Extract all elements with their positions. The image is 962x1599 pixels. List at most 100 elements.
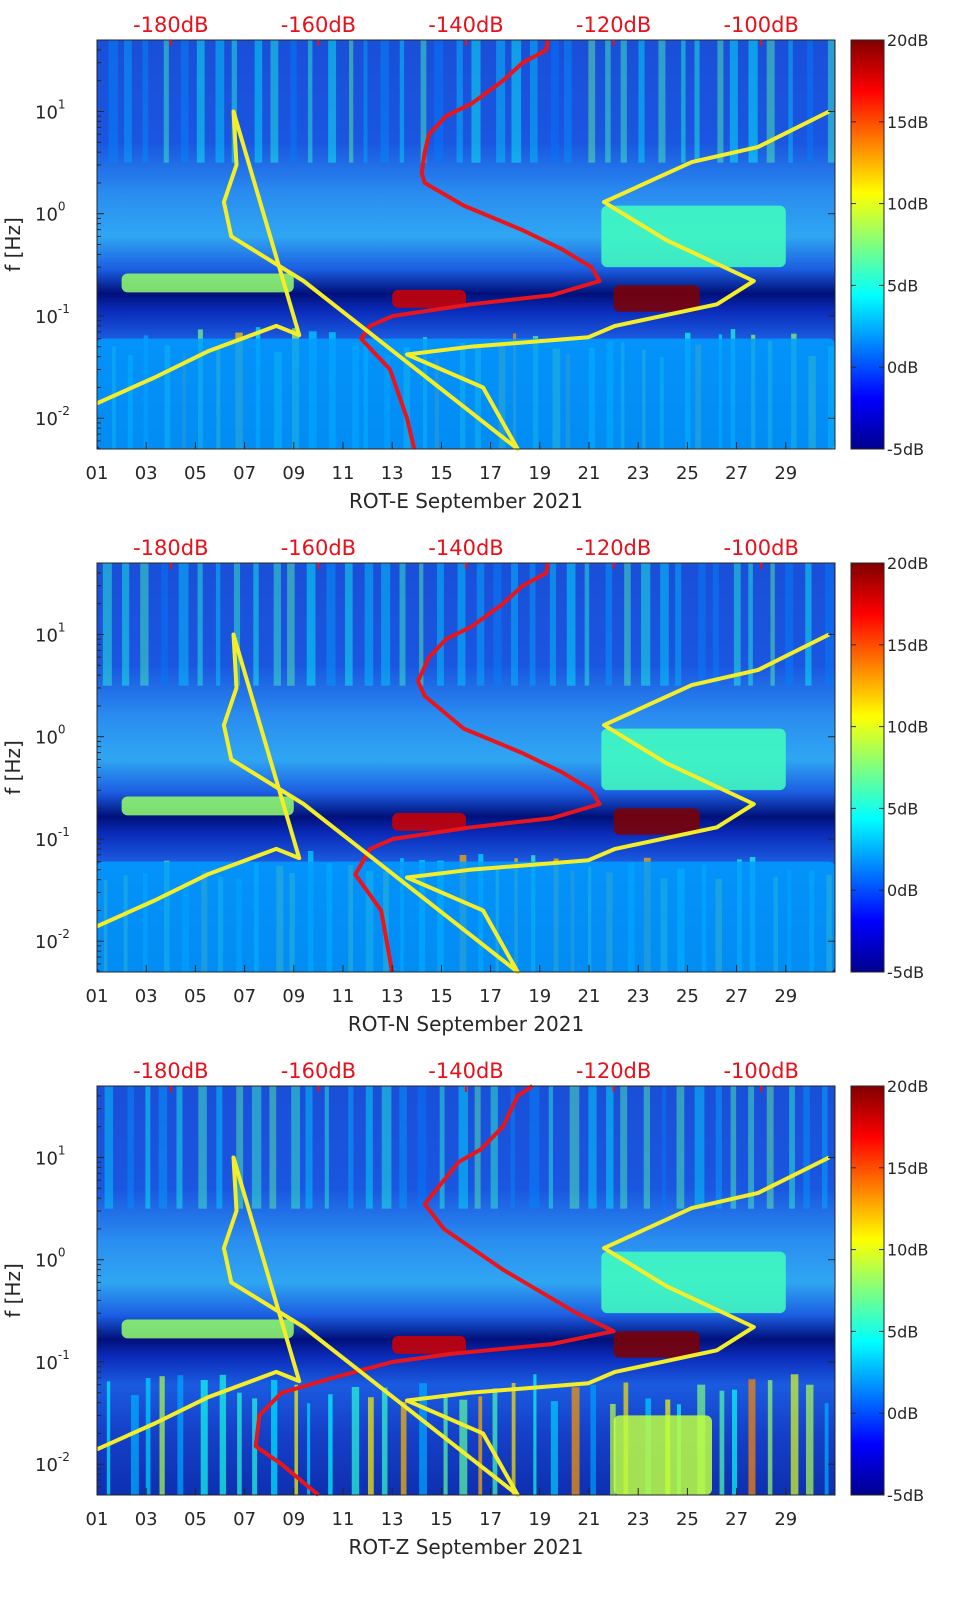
heatmap-band: [392, 289, 466, 308]
x-tick-label: 25: [676, 986, 699, 1007]
heatmap-streak-lower: [443, 1395, 448, 1495]
heatmap-streak-upper: [434, 40, 444, 163]
x-tick-label: 23: [627, 986, 650, 1007]
heatmap-streak-lower: [159, 1376, 165, 1495]
heatmap-streak-upper: [290, 40, 297, 163]
x-tick-label: 11: [332, 986, 355, 1007]
psd-curve-red: [353, 562, 602, 973]
heatmap-streak-upper: [399, 563, 406, 686]
x-tick-label: 19: [528, 986, 551, 1007]
heatmap-band: [392, 1335, 466, 1354]
x-tick-label: 01: [86, 986, 109, 1007]
heatmap-streak-lower: [237, 1392, 242, 1495]
heatmap-streak-upper: [178, 563, 189, 686]
x-axis-label: ROT-E September 2021: [349, 489, 583, 513]
heatmap-streak-upper: [439, 1086, 445, 1209]
heatmap-streak-lower: [307, 1403, 311, 1495]
heatmap-streak-upper: [789, 1086, 795, 1209]
heatmap-streak-upper: [364, 563, 374, 686]
heatmap-streak-upper: [766, 40, 775, 163]
x-tick-label: 21: [578, 1509, 601, 1530]
heatmap-streak-lower: [550, 1401, 558, 1495]
heatmap-streak-lower: [590, 1384, 597, 1495]
heatmap-streak-lower: [177, 1375, 184, 1495]
y-tick-label: 101: [35, 97, 66, 123]
colorbar-label: 5dB: [887, 276, 918, 295]
top-db-label: -140dB: [428, 536, 503, 560]
heatmap-streak-upper: [457, 563, 466, 686]
x-tick-label: 17: [479, 463, 502, 484]
y-tick-label: 10-2: [35, 1450, 70, 1476]
colorbar: [850, 39, 885, 450]
heatmap-streak-upper: [529, 1086, 540, 1209]
top-db-label: -140dB: [428, 13, 503, 37]
top-db-label: -120dB: [576, 1059, 651, 1083]
heatmap-streak-upper: [588, 40, 596, 163]
heatmap-streak-upper: [231, 40, 237, 163]
top-db-label: -180dB: [133, 13, 208, 37]
heatmap-streak-upper: [493, 563, 502, 686]
heatmap-streak-upper: [127, 1086, 134, 1209]
heatmap-streak-lower: [719, 1390, 725, 1495]
heatmap-streak-upper: [606, 1086, 614, 1209]
heatmap-streak-upper: [417, 1086, 427, 1209]
heatmap-streak-lower: [400, 1401, 407, 1495]
x-axis-label: ROT-N September 2021: [348, 1012, 584, 1036]
x-tick-label: 29: [774, 463, 797, 484]
y-axis-label: f [Hz]: [1, 1263, 25, 1318]
heatmap-streak-upper: [104, 1086, 114, 1209]
heatmap-streak-upper: [694, 40, 700, 163]
heatmap-streak-upper: [158, 1086, 168, 1209]
heatmap-streak-upper: [694, 1086, 705, 1209]
heatmap-streak-lower: [767, 1380, 773, 1495]
colorbar-label: 10dB: [887, 1241, 929, 1260]
heatmap-streak-upper: [273, 563, 281, 686]
x-tick-label: 11: [332, 1509, 355, 1530]
heatmap-streak-upper: [419, 563, 424, 686]
heatmap-streak-upper: [698, 563, 706, 686]
heatmap-streak-upper: [363, 40, 368, 163]
heatmap-streak-upper: [108, 40, 119, 163]
heatmap-streak-upper: [729, 40, 738, 163]
heatmap-streak-upper: [328, 40, 337, 163]
heatmap-streak-upper: [643, 1086, 651, 1209]
y-tick-label: 10-1: [35, 1348, 70, 1374]
heatmap-streak-upper: [681, 40, 686, 163]
heatmap-streak-upper: [233, 563, 241, 686]
top-db-label: -100dB: [723, 13, 798, 37]
heatmap-streak-upper: [529, 40, 538, 163]
x-tick-label: 05: [184, 1509, 207, 1530]
heatmap-streak-upper: [381, 1086, 392, 1209]
psd-curve-red: [253, 1084, 616, 1497]
x-tick-label: 25: [676, 463, 699, 484]
top-db-label: -100dB: [723, 1059, 798, 1083]
panel-3: 10-2 10-1 100 101 f [Hz] 01 03 05 07 09 11 13 15 17 19…: [1, 1059, 929, 1559]
heatmap-streak-lower: [748, 1379, 756, 1495]
x-tick-label: 13: [381, 986, 404, 1007]
x-tick-label: 29: [774, 986, 797, 1007]
heatmap-streak-upper: [660, 563, 669, 686]
heatmap-streak-upper: [348, 1086, 354, 1209]
heatmap-streak-upper: [748, 1086, 755, 1209]
x-tick-label: 07: [233, 986, 256, 1007]
x-tick-label: 13: [381, 463, 404, 484]
heatmap-streak-upper: [236, 1086, 244, 1209]
x-tick-label: 01: [86, 463, 109, 484]
heatmap-streak-upper: [624, 563, 631, 686]
colorbar-label: 10dB: [887, 195, 929, 214]
heatmap-streak-lower: [790, 1374, 799, 1495]
colorbar-label: 15dB: [887, 113, 929, 132]
x-tick-label: 23: [627, 463, 650, 484]
colorbar-label: 5dB: [887, 799, 918, 818]
y-tick-label: 10-2: [35, 404, 70, 430]
heatmap-streak-upper: [324, 1086, 329, 1209]
heatmap-streak-upper: [474, 1086, 481, 1209]
top-db-label: -180dB: [133, 536, 208, 560]
x-tick-label: 27: [725, 986, 748, 1007]
x-tick-label: 09: [282, 986, 305, 1007]
x-tick-label: 05: [184, 986, 207, 1007]
heatmap-streak-upper: [176, 1086, 183, 1209]
heatmap-band: [601, 205, 786, 268]
heatmap-streak-upper: [306, 563, 316, 686]
